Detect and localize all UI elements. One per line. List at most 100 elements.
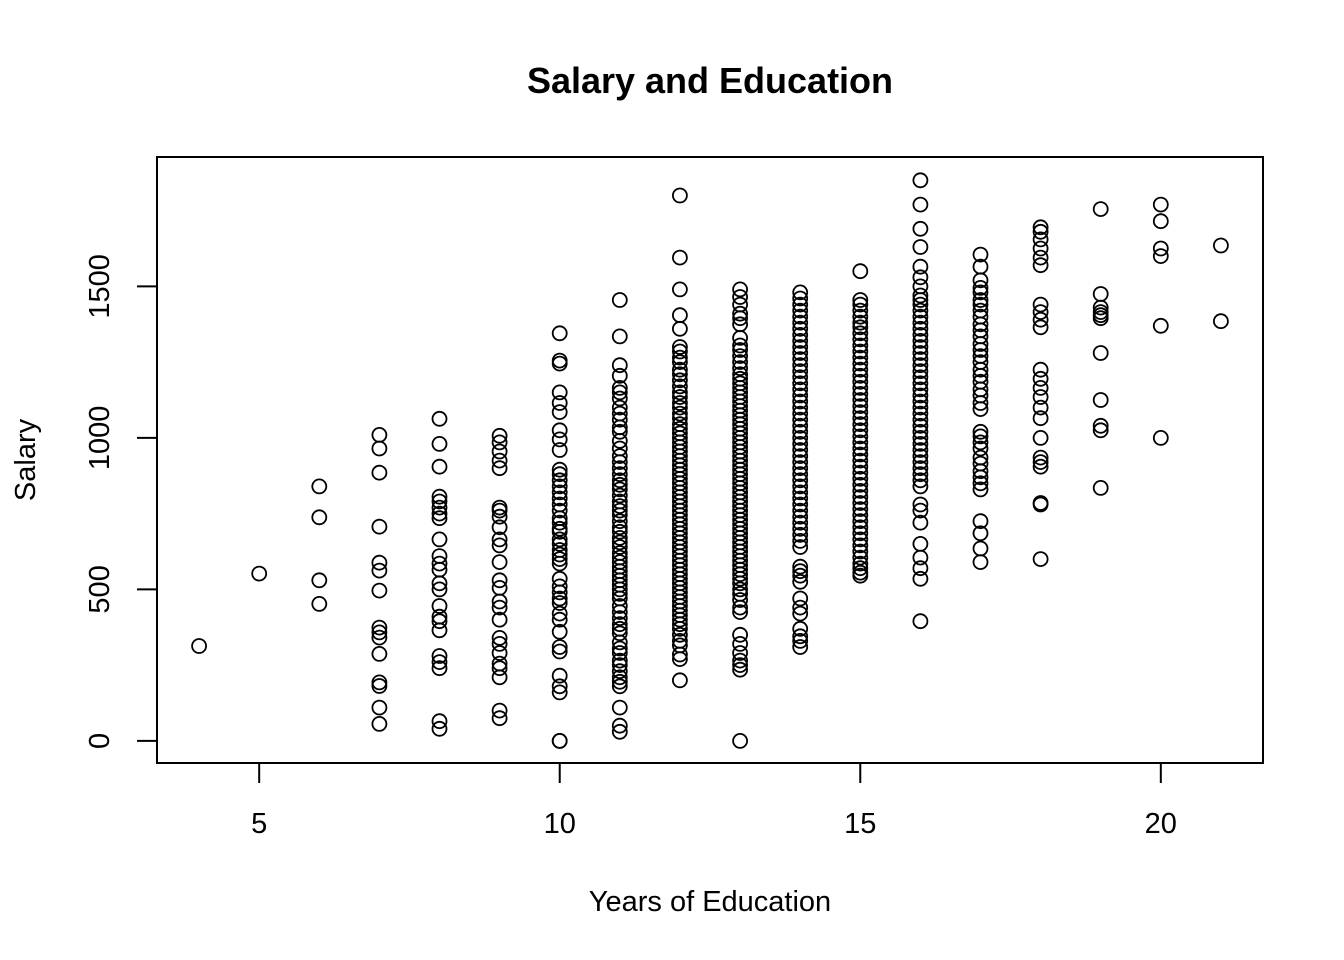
data-point	[672, 378, 688, 395]
data-point	[371, 629, 388, 646]
data-point	[852, 422, 869, 439]
data-point	[431, 720, 448, 737]
data-point	[1032, 551, 1049, 567]
data-point	[852, 331, 869, 348]
data-point	[852, 434, 869, 451]
data-point	[491, 554, 508, 570]
data-point	[792, 539, 809, 555]
data-point	[972, 469, 989, 486]
data-point	[972, 246, 989, 263]
data-point	[852, 446, 869, 463]
data-point	[611, 645, 628, 661]
data-point	[912, 478, 929, 495]
data-point	[431, 598, 448, 614]
data-point	[1092, 286, 1109, 302]
data-point	[491, 519, 508, 536]
data-point	[912, 442, 929, 458]
data-point	[792, 423, 809, 440]
data-point	[551, 536, 568, 552]
data-point	[732, 310, 748, 327]
data-point	[792, 442, 809, 458]
data-point	[672, 343, 688, 360]
data-point	[852, 495, 869, 511]
data-point	[792, 448, 809, 465]
data-point	[491, 645, 508, 661]
data-point	[732, 289, 748, 305]
data-point	[972, 423, 989, 440]
data-point	[611, 502, 628, 519]
data-point	[792, 369, 809, 386]
data-point	[732, 354, 748, 371]
data-point	[792, 339, 809, 355]
data-point	[792, 375, 809, 392]
data-point	[311, 596, 328, 612]
data-point	[732, 592, 748, 608]
data-point	[732, 575, 748, 592]
data-point	[611, 678, 628, 695]
data-point	[551, 578, 568, 595]
data-point	[611, 519, 628, 536]
data-point	[371, 440, 388, 457]
data-point	[972, 336, 989, 352]
x-axis: 5 10 15 20	[251, 762, 1177, 840]
data-point	[852, 489, 869, 505]
data-point	[912, 287, 929, 304]
data-point	[972, 296, 989, 313]
data-point	[852, 337, 869, 354]
data-point	[792, 332, 809, 349]
data-point	[491, 531, 508, 548]
data-point	[1032, 296, 1049, 313]
data-point	[491, 702, 508, 719]
data-point	[611, 432, 628, 449]
data-point	[792, 628, 809, 645]
data-point	[1092, 417, 1109, 434]
data-point	[852, 296, 869, 313]
data-point	[611, 423, 628, 440]
data-point	[792, 399, 809, 416]
data-point	[912, 326, 929, 343]
data-point	[732, 645, 748, 661]
data-point	[732, 581, 748, 598]
data-point	[491, 502, 508, 519]
data-point	[431, 622, 448, 639]
data-point	[431, 458, 448, 475]
data-point	[491, 660, 508, 677]
data-point	[852, 416, 869, 433]
data-point	[1032, 449, 1049, 466]
data-point	[551, 531, 568, 548]
data-point	[371, 624, 388, 641]
data-point	[1032, 496, 1049, 513]
data-point	[551, 643, 568, 660]
data-point	[792, 484, 809, 501]
data-point	[1032, 399, 1049, 416]
data-point	[611, 616, 628, 633]
data-point	[371, 674, 388, 691]
data-point	[1092, 310, 1109, 327]
data-point	[551, 605, 568, 622]
data-point	[672, 646, 688, 663]
data-point	[732, 661, 748, 678]
data-point	[732, 626, 748, 643]
data-point	[551, 472, 568, 489]
data-point	[611, 384, 628, 401]
data-point	[852, 325, 869, 342]
data-point	[852, 349, 869, 366]
data-point	[611, 539, 628, 555]
data-point	[551, 590, 568, 607]
data-point	[792, 302, 809, 319]
y-tick-label: 500	[84, 565, 116, 613]
data-point	[251, 565, 268, 582]
data-point	[611, 669, 628, 686]
data-point	[732, 305, 748, 322]
data-point	[792, 417, 809, 434]
data-point	[792, 284, 809, 301]
data-point	[912, 435, 929, 452]
data-point	[792, 533, 809, 549]
data-point	[611, 411, 628, 428]
data-point	[672, 616, 688, 633]
data-point	[852, 302, 869, 319]
data-point	[1032, 454, 1049, 471]
data-point	[912, 308, 929, 325]
data-point	[431, 493, 448, 510]
data-point	[732, 599, 748, 616]
